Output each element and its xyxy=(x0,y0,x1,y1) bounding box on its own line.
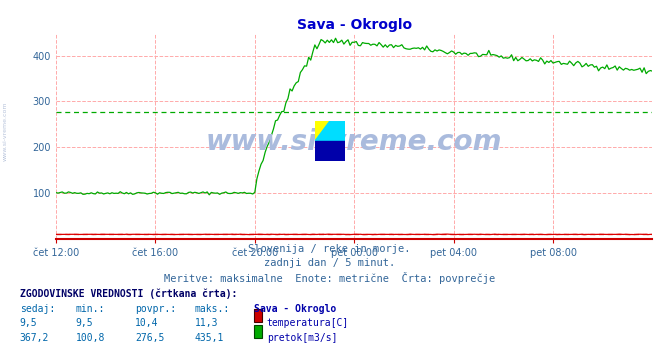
Text: ZGODOVINSKE VREDNOSTI (črtkana črta):: ZGODOVINSKE VREDNOSTI (črtkana črta): xyxy=(20,289,237,299)
Polygon shape xyxy=(315,121,345,141)
Text: min.:: min.: xyxy=(76,304,105,314)
Text: zadnji dan / 5 minut.: zadnji dan / 5 minut. xyxy=(264,258,395,268)
Text: www.si-vreme.com: www.si-vreme.com xyxy=(206,128,502,156)
Text: Sava - Okroglo: Sava - Okroglo xyxy=(254,304,336,314)
Text: 435,1: 435,1 xyxy=(194,333,224,343)
Text: Slovenija / reke in morje.: Slovenija / reke in morje. xyxy=(248,244,411,254)
Text: 367,2: 367,2 xyxy=(20,333,49,343)
Text: 100,8: 100,8 xyxy=(76,333,105,343)
Text: povpr.:: povpr.: xyxy=(135,304,176,314)
Text: sedaj:: sedaj: xyxy=(20,304,55,314)
Text: 276,5: 276,5 xyxy=(135,333,165,343)
Text: www.si-vreme.com: www.si-vreme.com xyxy=(3,102,8,161)
Text: pretok[m3/s]: pretok[m3/s] xyxy=(267,333,337,343)
Polygon shape xyxy=(315,141,345,161)
Text: 10,4: 10,4 xyxy=(135,318,159,328)
Title: Sava - Okroglo: Sava - Okroglo xyxy=(297,18,412,32)
Text: maks.:: maks.: xyxy=(194,304,229,314)
Text: Meritve: maksimalne  Enote: metrične  Črta: povprečje: Meritve: maksimalne Enote: metrične Črta… xyxy=(164,272,495,284)
Text: 11,3: 11,3 xyxy=(194,318,218,328)
Text: 9,5: 9,5 xyxy=(76,318,94,328)
Text: 9,5: 9,5 xyxy=(20,318,38,328)
Polygon shape xyxy=(315,121,330,141)
Text: temperatura[C]: temperatura[C] xyxy=(267,318,349,328)
